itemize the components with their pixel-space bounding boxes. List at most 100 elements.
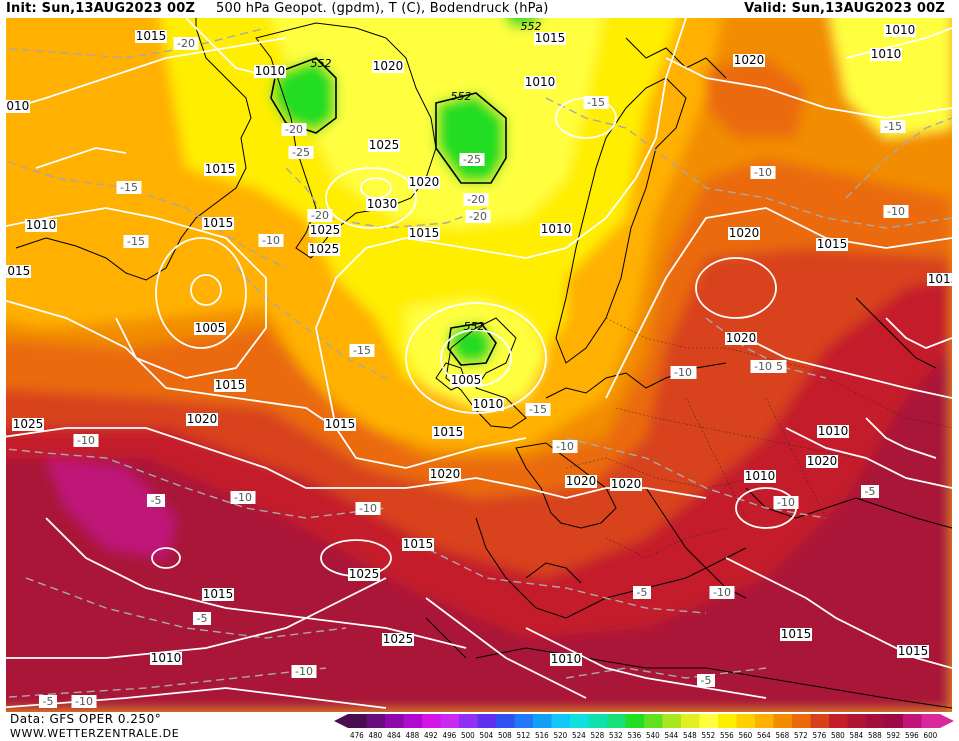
isobar-label-text: 1010 [6, 99, 29, 113]
isotherm-label: -10 [355, 502, 381, 515]
colorbar-cell [662, 714, 682, 728]
isobar-label-bg [610, 478, 642, 491]
isobar-label: 1010 [817, 424, 849, 438]
isobar-label: 1015 [534, 31, 566, 45]
isotherm-label: -25 [288, 146, 314, 159]
isobar-label-text: 1005 [451, 373, 482, 387]
isotherm-label-text: -10 [713, 586, 731, 599]
isobar-label: 1025 [12, 417, 44, 431]
isotherm-label-bg [230, 491, 256, 504]
isobar-label-text: 1020 [430, 467, 461, 481]
isobar-label: 1010 [870, 47, 902, 61]
isobar-label-bg [348, 568, 380, 581]
geopotential-fill [6, 18, 952, 712]
isobar-label-bg [816, 238, 848, 251]
isobar-label-bg [12, 418, 44, 431]
isobar-label-text: 1025 [349, 567, 380, 581]
isobar-label-text: 1020 [409, 175, 440, 189]
isotherm-label-bg [73, 434, 99, 447]
isotherm-label: -10 [73, 434, 99, 447]
isobar-label-text: 1025 [13, 417, 44, 431]
isobar-label-bg [368, 139, 400, 152]
colorbar-cell [718, 714, 737, 728]
isotherm-label-bg [750, 166, 776, 179]
isotherm-label: -15 [583, 96, 609, 109]
isotherms [6, 27, 952, 698]
geopotential-contour [270, 57, 507, 366]
isobar-label: 1015 [202, 587, 234, 601]
coastlines [15, 18, 952, 709]
isobar-label: 1015 [780, 627, 812, 641]
isotherm-label-text: -5 [701, 674, 712, 687]
isotherm-label-text: -15 [120, 181, 138, 194]
isobar-label-text: 1010 [473, 397, 504, 411]
isotherm-label-bg [349, 344, 375, 357]
isobar-label: 1015 [897, 644, 929, 658]
isotherm-label-bg [355, 502, 381, 515]
colorbar-tick-label: 556 [720, 731, 734, 740]
isotherm-label-bg [861, 485, 879, 498]
isotherm-label-text: -5 [151, 494, 162, 507]
colorbar-tick-label: 596 [905, 731, 919, 740]
header: Init: Sun,13AUG2023 00Z 500 hPa Geopot. … [0, 0, 959, 18]
isotherm-label: -10 [71, 695, 97, 708]
isotherm-label-text: -10 [674, 366, 692, 379]
colorbar-tick-label: 576 [813, 731, 827, 740]
colorbar-cell [644, 714, 663, 728]
isotherm-label-text: -5 [197, 612, 208, 625]
weather-map[interactable]: 552 552 552 552 1015 1010 1020 1010 1025 1010 1015… [6, 18, 952, 712]
colorbar-cell [866, 714, 885, 728]
colorbar-tick-label: 572 [794, 731, 808, 740]
geopotential-label: 552 [451, 90, 472, 103]
colorbar-tick-label: 496 [443, 731, 457, 740]
geopotential-label-text: 552 [451, 90, 472, 103]
isobar-label-bg [733, 54, 765, 67]
isobar-label: 1020 [728, 226, 760, 240]
isotherm-label-text: -10 [556, 440, 574, 453]
colorbar-cell [792, 714, 811, 728]
colorbar-cell [903, 714, 922, 728]
colorbar-tick-label: 512 [517, 731, 531, 740]
colorbar-cell [403, 714, 423, 728]
isobar-label-text: 1010 [818, 424, 849, 438]
isobar-label-text: 1020 [726, 331, 757, 345]
isotherm-label-bg [552, 440, 578, 453]
isobar-label-bg [254, 65, 286, 78]
isobar-label-text: 1015 [403, 537, 434, 551]
isotherm-label-text: -15 [127, 235, 145, 248]
isotherm-label: -10 [750, 360, 776, 373]
isotherm-label-text: -10 [359, 502, 377, 515]
isobar-label-text: 1010 [525, 75, 556, 89]
isobar-label-bg [429, 468, 461, 481]
colorbar-tick-label: 476 [350, 731, 364, 740]
isobar-label-bg [408, 227, 440, 240]
colorbar-tick-label: 508 [498, 731, 512, 740]
isobar-label: 1025 [368, 138, 400, 152]
isobar-label: 1025 [308, 242, 340, 256]
geopotential-label-text: 552 [311, 57, 332, 70]
isobar-label-bg [6, 100, 30, 113]
isobar-label-bg [450, 374, 482, 387]
isobar-label-text: 1030 [367, 197, 398, 211]
isobar-label-bg [214, 379, 246, 392]
isobar-label-text: 1020 [729, 226, 760, 240]
isotherm-label: -5 [193, 612, 211, 625]
colorbar-cell [625, 714, 645, 728]
colorbar-cell [514, 714, 534, 728]
isobar-label: 1015 [408, 226, 440, 240]
isobar-label: 1005 [450, 373, 482, 387]
isobar-label-bg [186, 413, 218, 426]
isobar-label: 1025 [382, 632, 414, 646]
isobar-label-text: 1015 [325, 417, 356, 431]
isotherm-label: -10 [230, 491, 256, 504]
website-link[interactable]: WWW.WETTERZENTRALE.DE [10, 727, 180, 740]
geopotential-label: 552 [311, 57, 332, 70]
geopotential-label: 552 [464, 320, 485, 333]
colorbar-tick-label: 488 [406, 731, 420, 740]
isotherm-label-text: -10 [754, 166, 772, 179]
isobar-label-text: 1015 [433, 425, 464, 439]
isobar-label-bg [150, 652, 182, 665]
isobar-label-text: 1020 [734, 53, 765, 67]
isobar-label-text: 1010 [745, 469, 776, 483]
isotherm-label: -20 [307, 209, 333, 222]
